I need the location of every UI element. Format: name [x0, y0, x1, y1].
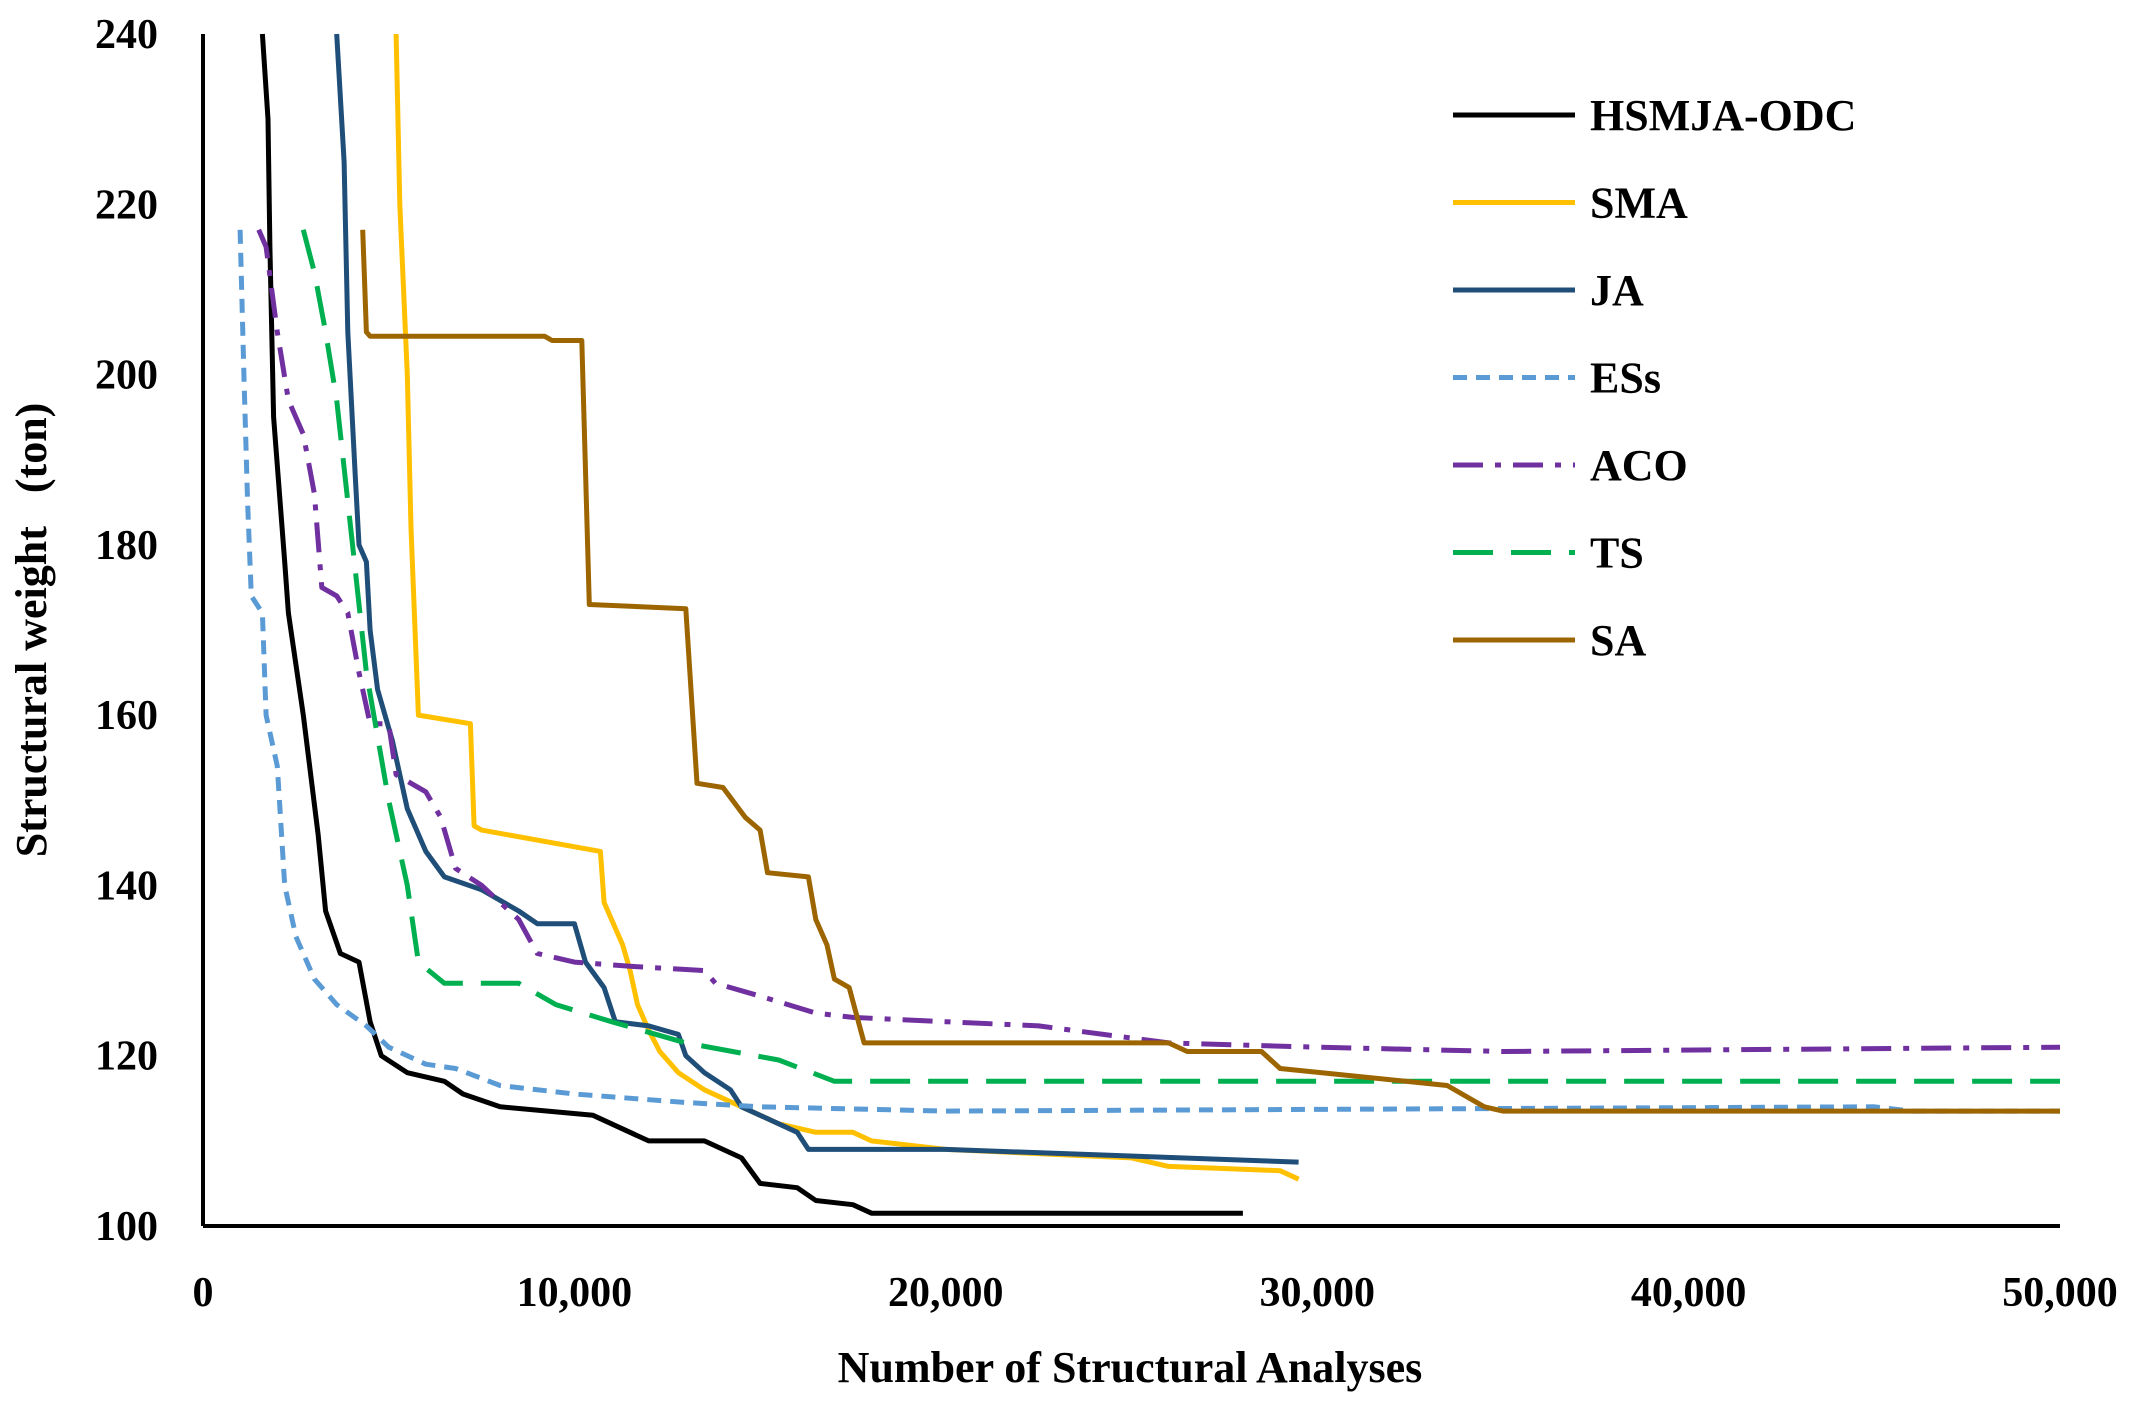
- legend-item-ts: TS: [1453, 529, 1644, 578]
- legend-item-ess: ESs: [1453, 354, 1661, 403]
- legend-item-aco: ACO: [1453, 441, 1688, 490]
- legend-item-sa: SA: [1453, 616, 1646, 665]
- legend-label: HSMJA-ODC: [1590, 91, 1856, 140]
- legend: HSMJA-ODC SMA JA ESs ACO TS SA: [1453, 91, 1856, 665]
- x-tick-label: 40,000: [1631, 1270, 1747, 1316]
- series-line-hsmja-odc: [259, 33, 1243, 1216]
- x-tick-label: 0: [193, 1270, 214, 1316]
- tick-labels: 0 10,000 20,000 30,000 40,000 50,000 100 120 140…: [95, 12, 2118, 1316]
- y-axis-title: Structural weight (ton): [7, 403, 56, 858]
- x-tick-label: 10,000: [517, 1270, 633, 1316]
- legend-label: SA: [1590, 616, 1646, 665]
- legend-label: ESs: [1590, 354, 1661, 403]
- y-tick-label: 180: [95, 523, 158, 569]
- x-tick-label: 20,000: [888, 1270, 1004, 1316]
- series-line-sma: [393, 33, 1300, 1182]
- series-line-aco: [256, 228, 2061, 1054]
- series-line-ja: [334, 33, 1299, 1165]
- legend-label: SMA: [1590, 179, 1688, 228]
- legend-item-sma: SMA: [1453, 179, 1688, 228]
- y-tick-label: 200: [95, 353, 158, 399]
- x-axis-title: Number of Structural Analyses: [838, 1343, 1423, 1392]
- legend-label: ACO: [1590, 441, 1688, 490]
- y-tick-label: 220: [95, 182, 158, 228]
- y-tick-label: 240: [95, 12, 158, 58]
- series-line-sa: [360, 229, 2060, 1114]
- legend-item-ja: JA: [1453, 266, 1644, 315]
- series-line-ess: [237, 229, 2060, 1114]
- series-line-ts: [300, 229, 2060, 1084]
- legend-item-hsmja-odc: HSMJA-ODC: [1453, 91, 1856, 140]
- y-tick-label: 100: [95, 1204, 158, 1250]
- x-tick-label: 30,000: [1259, 1270, 1375, 1316]
- y-tick-label: 160: [95, 693, 158, 739]
- series-layer: [237, 33, 2061, 1216]
- legend-label: TS: [1590, 529, 1644, 578]
- y-tick-label: 140: [95, 863, 158, 909]
- x-tick-label: 50,000: [2002, 1270, 2118, 1316]
- legend-label: JA: [1590, 266, 1644, 315]
- y-tick-label: 120: [95, 1034, 158, 1080]
